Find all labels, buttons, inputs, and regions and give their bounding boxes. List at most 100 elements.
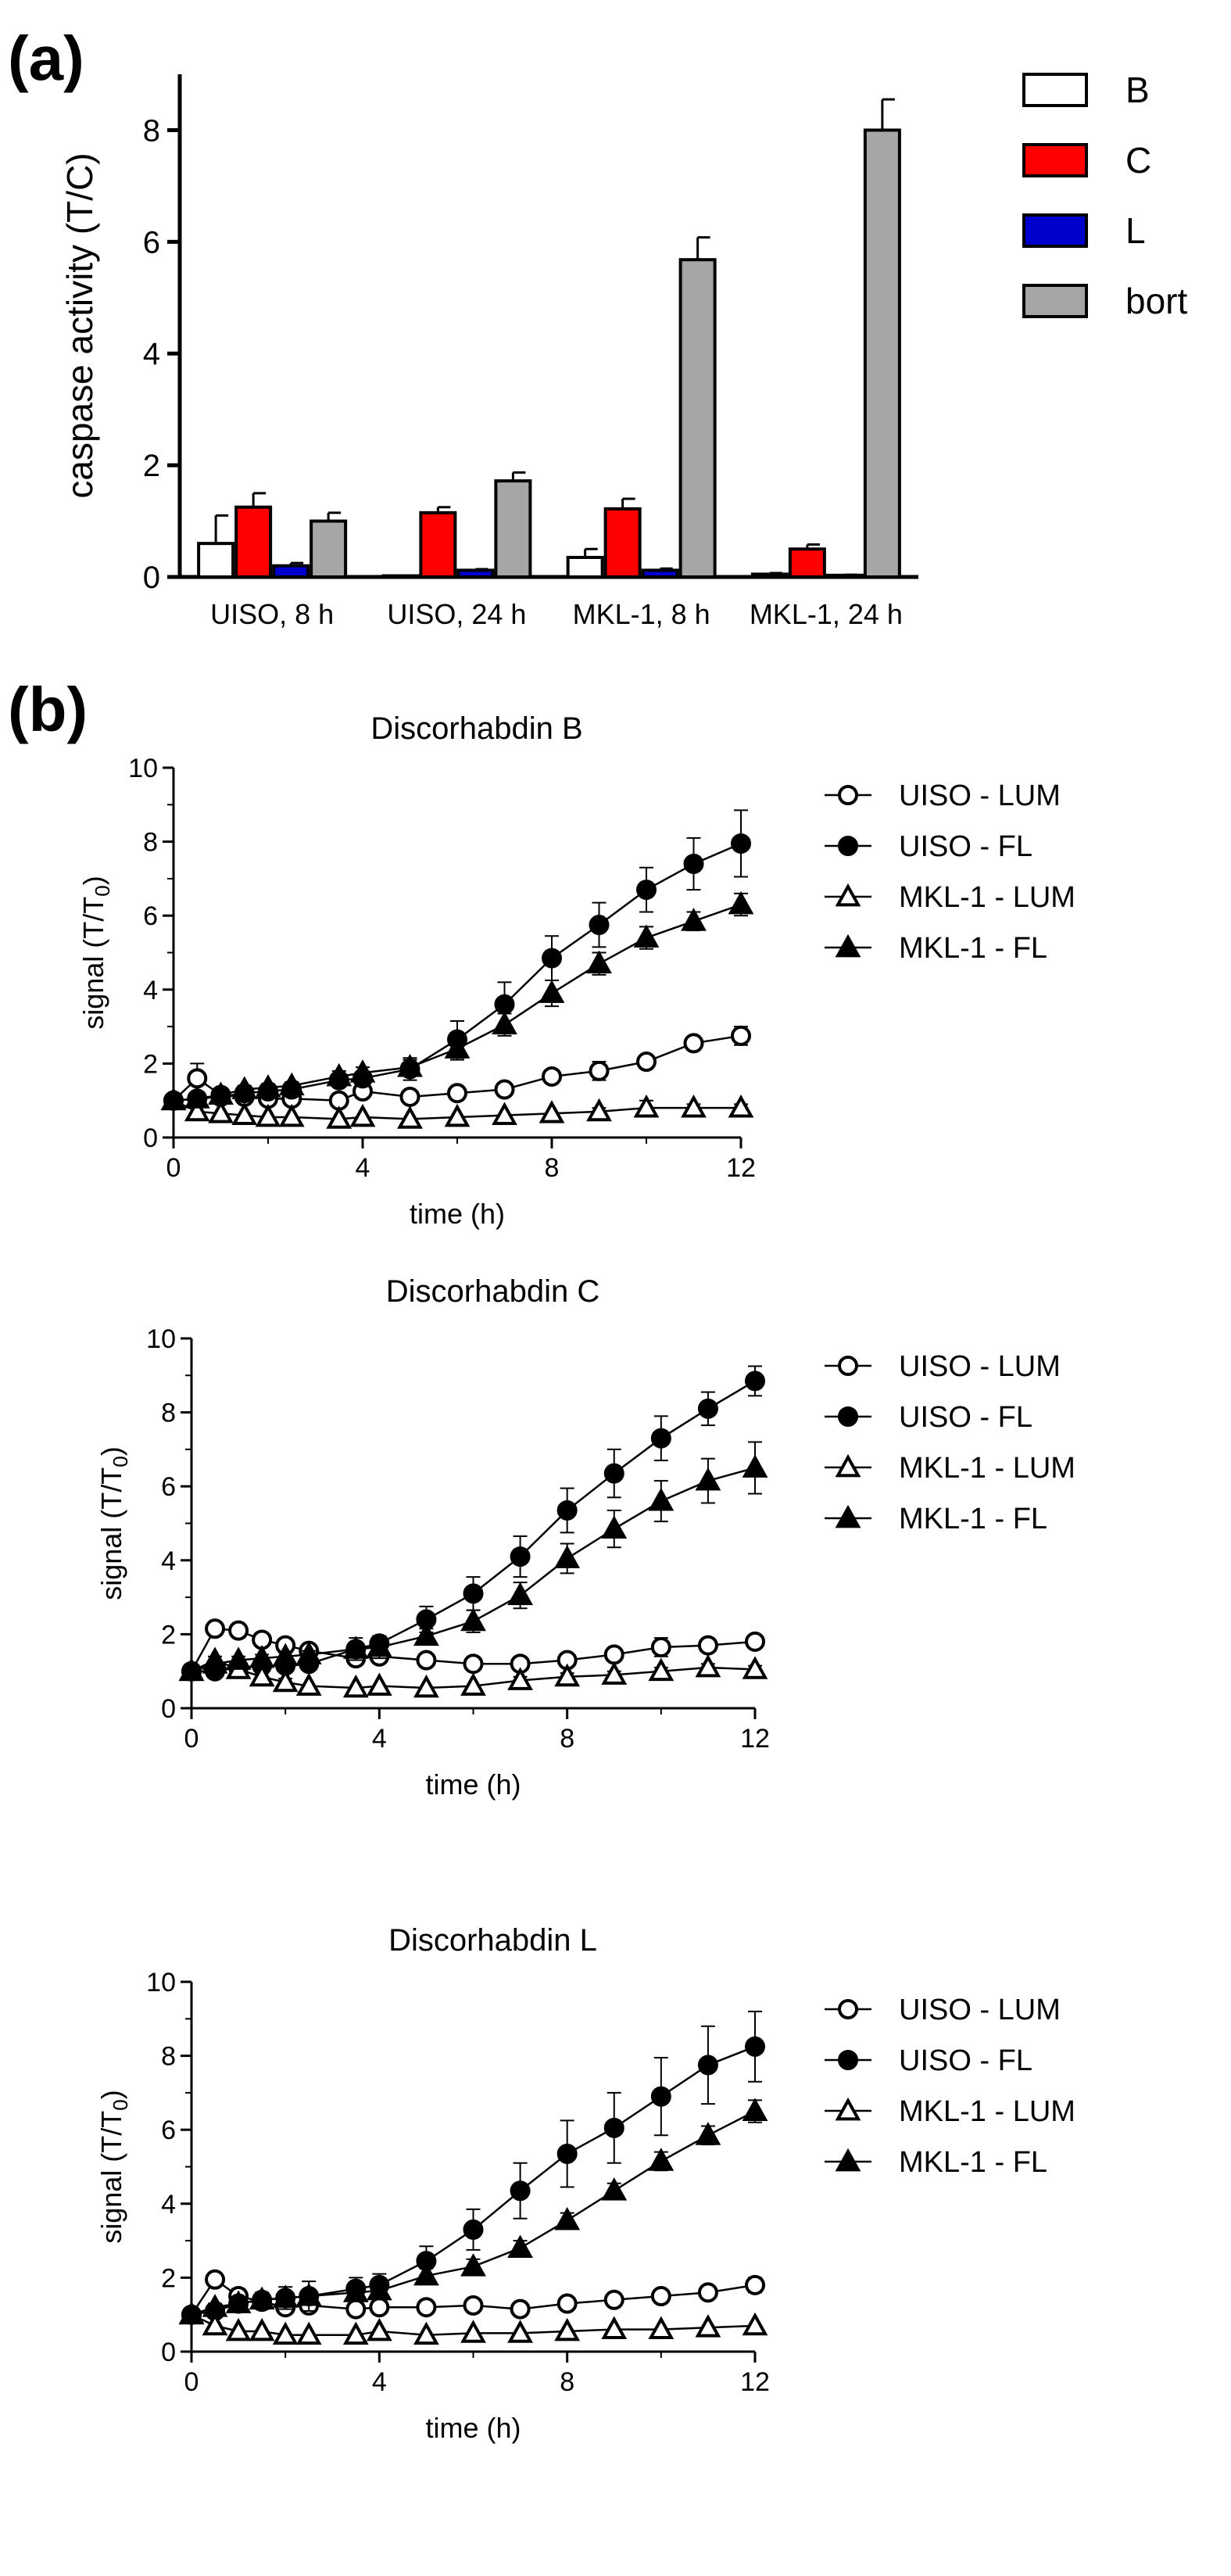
marker-mkl-1-fl	[681, 908, 707, 931]
marker-mkl-1-lum	[326, 1105, 352, 1129]
marker-mkl-1-lum	[272, 1668, 299, 1693]
legend-marker-mkl-1-lum	[835, 1453, 861, 1478]
marker-uiso-lum	[683, 1033, 704, 1054]
marker-mkl-1-fl	[184, 1085, 210, 1109]
marker-uiso-lum	[494, 1079, 515, 1100]
marker-mkl-1-fl	[160, 1087, 187, 1111]
marker-mkl-1-lum	[681, 1095, 707, 1118]
marker-mkl-1-fl	[326, 1062, 352, 1087]
series-line-mkl-1-lum	[191, 2313, 756, 2336]
marker-uiso-lum	[463, 2295, 484, 2316]
marker-uiso-lum	[205, 2269, 226, 2290]
marker-uiso-lum	[463, 1653, 484, 1675]
legend-swatch-l	[1022, 213, 1088, 248]
bar-c-uiso-24-h	[419, 511, 457, 579]
marker-mkl-1-lum	[349, 1103, 376, 1127]
marker-mkl-1-lum	[695, 2314, 721, 2338]
y-tick-label: 0	[161, 1694, 176, 1724]
marker-mkl-1-lum	[249, 2317, 275, 2341]
bar-bort-uiso-24-h	[494, 479, 532, 579]
chart-b2-discorhabdin-c: Discorhabdin C 0 2 4 6 8 10 0 4 8 12 time (h) signal…	[95, 1274, 1075, 1800]
x-tick-label: MKL-1, 24 h	[750, 598, 903, 630]
marker-mkl-1-fl	[413, 2262, 439, 2286]
y-tick-label: 6	[161, 1472, 176, 1502]
marker-mkl-1-lum	[648, 2316, 675, 2340]
legend-label-uiso-lum: UISO - LUM	[899, 1994, 1061, 2026]
marker-mkl-1-fl	[460, 1607, 486, 1632]
marker-mkl-1-lum	[366, 2317, 392, 2341]
marker-uiso-fl	[556, 2143, 578, 2164]
legend-label-mkl-1-fl: MKL-1 - FL	[899, 932, 1047, 965]
marker-mkl-1-lum	[342, 1674, 369, 1698]
marker-mkl-1-lum	[507, 2320, 533, 2343]
y-tick-label: 2	[161, 1620, 176, 1650]
marker-mkl-1-fl	[648, 2148, 675, 2171]
marker-mkl-1-lum	[366, 1672, 392, 1696]
marker-mkl-1-lum	[695, 1653, 721, 1678]
marker-uiso-fl	[510, 1546, 531, 1567]
marker-mkl-1-lum	[601, 2316, 628, 2340]
marker-mkl-1-fl	[178, 1657, 205, 1682]
marker-mkl-1-fl	[366, 1633, 392, 1657]
marker-mkl-1-fl	[366, 2277, 392, 2301]
marker-uiso-lum	[745, 1631, 765, 1652]
bar-c-mkl-1-24-h	[788, 547, 826, 579]
marker-uiso-lum	[603, 2289, 624, 2310]
marker-mkl-1-lum	[742, 2312, 768, 2336]
marker-uiso-lum	[542, 1066, 562, 1087]
marker-uiso-lum	[697, 2282, 718, 2303]
marker-uiso-fl	[683, 853, 704, 874]
legend-label-uiso-fl: UISO - FL	[899, 1401, 1032, 1434]
legend-label-uiso-lum: UISO - LUM	[899, 1350, 1061, 1383]
chart-title: Discorhabdin B	[370, 711, 582, 746]
marker-mkl-1-fl	[342, 2279, 369, 2302]
y-tick-label: 10	[128, 754, 158, 783]
y-tick-label: 4	[143, 976, 158, 1005]
marker-mkl-1-fl	[601, 1515, 628, 1539]
marker-mkl-1-fl	[231, 1076, 258, 1099]
marker-mkl-1-fl	[728, 890, 754, 915]
y-tick-label: 8	[161, 1399, 176, 1428]
y-tick-label: 4	[161, 1546, 176, 1576]
bar-b-uiso-8-h	[197, 542, 235, 579]
marker-mkl-1-fl	[225, 1646, 252, 1670]
marker-mkl-1-lum	[554, 2317, 581, 2341]
marker-mkl-1-fl	[249, 2286, 275, 2310]
marker-mkl-1-lum	[295, 2321, 322, 2345]
marker-mkl-1-fl	[460, 2253, 486, 2277]
marker-mkl-1-fl	[742, 1454, 768, 1478]
y-tick-label: 6	[161, 2116, 176, 2145]
marker-mkl-1-fl	[554, 2206, 581, 2230]
legend-marker-uiso-fl	[838, 1406, 858, 1427]
marker-mkl-1-fl	[444, 1035, 471, 1059]
y-tick-label: 6	[143, 901, 158, 931]
x-tick-label: UISO, 24 h	[387, 598, 526, 630]
marker-uiso-lum	[416, 1650, 437, 1671]
marker-uiso-fl	[463, 2219, 484, 2240]
series-line-mkl-1-lum	[173, 1099, 741, 1120]
marker-mkl-1-lum	[444, 1103, 471, 1127]
marker-uiso-lum	[510, 2298, 531, 2320]
marker-mkl-1-fl	[397, 1054, 423, 1077]
marker-mkl-1-fl	[202, 1650, 228, 1674]
bar-l-uiso-24-h	[456, 568, 495, 579]
panel-b-label: (b)	[8, 675, 88, 744]
marker-mkl-1-fl	[554, 1545, 581, 1568]
bar-l-mkl-1-8-h	[641, 568, 679, 579]
x-axis-label: time (h)	[425, 1768, 521, 1800]
marker-mkl-1-lum	[231, 1102, 258, 1126]
y-tick-label: 8	[143, 828, 158, 858]
marker-uiso-lum	[650, 2286, 671, 2307]
marker-mkl-1-fl	[208, 1081, 234, 1105]
marker-mkl-1-fl	[342, 1636, 369, 1659]
marker-uiso-lum	[187, 1068, 208, 1089]
marker-uiso-fl	[510, 2180, 531, 2202]
marker-uiso-lum	[228, 1620, 249, 1641]
legend-marker-mkl-1-fl	[835, 2148, 861, 2172]
x-tick-label: 4	[372, 2367, 387, 2397]
y-tick-label: 4	[161, 2190, 176, 2220]
series-line-uiso-lum	[190, 2278, 756, 2316]
marker-mkl-1-fl	[349, 1059, 376, 1083]
y-tick-label: 2	[143, 449, 160, 483]
